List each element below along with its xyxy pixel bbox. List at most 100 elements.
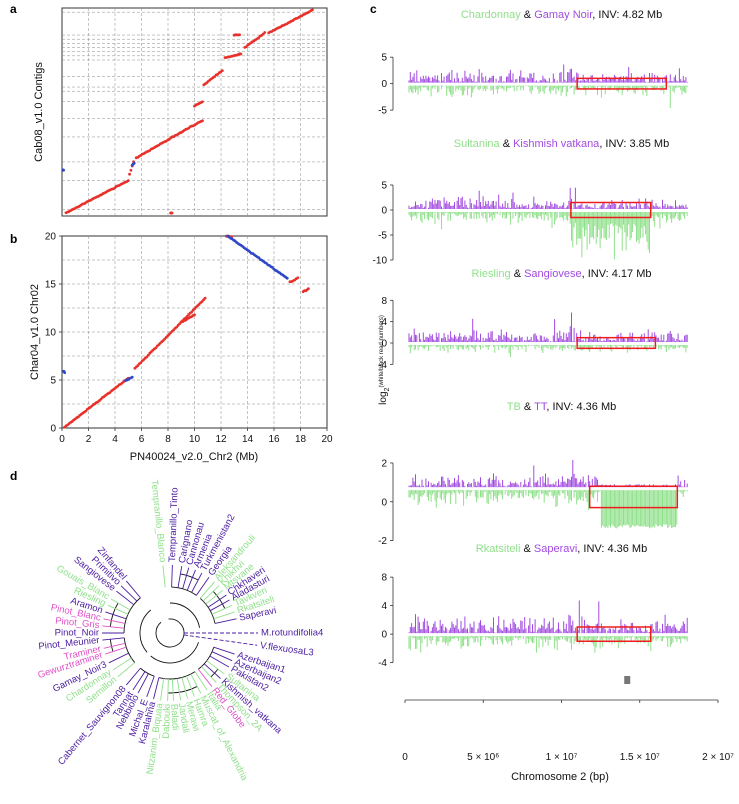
panel-d-leaf-branch — [125, 667, 141, 686]
panel-c-title-part: Rkatsiteli — [476, 543, 521, 555]
panel-a-dotplot: Cab08_v1.0 Contigs — [33, 7, 328, 217]
panel-c-title-part: TT — [534, 401, 548, 413]
panel-c-ytick-label: 0 — [381, 206, 387, 217]
panel-c-ytick-label: 5 — [381, 181, 387, 192]
panel-d-leaf-branch — [117, 662, 136, 678]
panel-c-ytick-label: 0 — [381, 630, 387, 641]
panel-b-ytick-label: 10 — [45, 328, 57, 339]
panel-d-leaf-branch — [191, 572, 203, 593]
panel-c-ylabel-sub: 2 — [384, 387, 391, 391]
panel-a-point — [129, 168, 133, 172]
panel-b-point — [296, 276, 300, 280]
panel-d-leaf-branch — [105, 646, 127, 655]
panel-d-leaf-label: Dabouki — [161, 704, 173, 739]
panel-d-leaf-branch — [153, 677, 160, 700]
panel-d-leaf-branch — [110, 598, 131, 611]
panel-d-branch-arc — [158, 671, 196, 680]
panel-b-xtick-label: 20 — [321, 434, 333, 445]
panel-d-leaf-branch — [105, 611, 127, 620]
panel-d-leaf-branch — [206, 660, 225, 675]
panel-b-point — [285, 276, 289, 280]
panel-d-leaf-label: V.flexuosaL3 — [259, 640, 314, 658]
panel-b-xlabel: PN40024_v2.0_Chr2 (Mb) — [130, 451, 258, 463]
panel-b-xtick-label: 16 — [268, 434, 280, 445]
panel-c-title-part: Chardonnay — [461, 9, 521, 21]
panel-b-ytick-label: 15 — [45, 280, 57, 291]
panel-c-inversion-box — [570, 201, 652, 219]
panel-c-ytick-label: 8 — [381, 296, 387, 307]
panel-d-leaf-branch — [103, 642, 126, 649]
panel-a-point — [263, 31, 267, 34]
panel-d-leaf-branch — [103, 618, 126, 624]
panel-d-leaf-branch — [211, 651, 233, 662]
panel-c-ylabel: log2(white/black read numbers) — [378, 315, 391, 405]
panel-c-title-part: Sangiovese — [524, 268, 582, 280]
panel-label-c: c — [370, 2, 377, 16]
panel-c-ytick-label: -2 — [378, 536, 387, 547]
panel-c-title-part: & — [521, 401, 534, 413]
panel-d-leaf-branch — [203, 663, 221, 679]
panel-c-ytick-label: 8 — [381, 573, 387, 584]
panel-b-xtick-label: 4 — [112, 434, 118, 445]
panel-c-title-part: & — [500, 138, 513, 150]
panel-d-leaf-branch — [176, 678, 182, 701]
panel-d-leaf-branch — [186, 569, 196, 591]
panel-d-leaf-branch — [181, 677, 189, 699]
panel-c-subplot: TB & TT, INV: 4.36 Mb -2 0 2 — [378, 401, 688, 547]
panel-d-leaf-branch — [186, 675, 195, 697]
panel-a-point — [239, 52, 243, 56]
panel-d-dendrogram: Tempranillo_BlancoTempranillo_TintoCarig… — [37, 479, 324, 783]
panel-c-title-part: , INV: 4.36 Mb — [577, 543, 647, 555]
panel-c-subplot-title: Chardonnay & Gamay Noir, INV: 4.82 Mb — [461, 9, 662, 21]
panel-d-leaf-branch — [107, 604, 129, 615]
panel-b-point — [63, 371, 67, 375]
panel-label-b: b — [10, 232, 17, 246]
panel-b-xtick-label: 6 — [139, 434, 145, 445]
panel-a-point — [62, 168, 65, 172]
panel-c-ytick-label: 4 — [381, 317, 387, 328]
panel-d-leaf-branch — [201, 666, 217, 684]
panel-d-branch-arc — [180, 573, 199, 581]
panel-c-ytick-label: -4 — [378, 658, 387, 669]
panel-b-point — [203, 296, 207, 300]
panel-d-branch-arc — [199, 597, 216, 624]
panel-c-ytick-label: -4 — [378, 360, 387, 371]
panel-c-title-part: , INV: 4.82 Mb — [592, 9, 662, 21]
panel-d-leaf-label: Tempranillo_Tinto — [167, 487, 181, 562]
panel-d-leaf-label: Pinot_Noir — [55, 628, 99, 639]
panel-a-point — [220, 69, 224, 73]
panel-d-branch-arc — [150, 642, 199, 664]
panel-b-point — [193, 313, 196, 317]
panel-d-leaf-branch — [132, 671, 146, 691]
panel-a-point — [238, 33, 241, 37]
panel-label-d: d — [10, 469, 17, 483]
panel-d-leaf-label: Pinot_Gris — [55, 615, 101, 631]
panel-a-point — [311, 8, 314, 12]
panel-a-point — [201, 100, 204, 104]
panel-a-point — [126, 179, 130, 183]
panel-d-leaf-label: Tempranillo_Blanco — [148, 479, 168, 563]
panel-d-branch-arc — [155, 618, 185, 648]
panel-c-subplot: Rkatsiteli & Saperavi, INV: 4.36 Mb -4 0 4 8 — [378, 543, 688, 669]
panel-c-title-part: Sultanina — [454, 138, 501, 150]
panel-c-title-part: & — [520, 543, 533, 555]
panel-d-leaf-branch — [112, 657, 132, 671]
panel-c-ylabel-super: (white/black read numbers) — [379, 315, 385, 387]
panel-a-ylabel: Cab08_v1.0 Contigs — [33, 62, 45, 162]
panel-d-leaf-label: Jandali — [176, 702, 192, 733]
panel-c-inversion-box — [588, 485, 679, 509]
panel-c-xtick-label: 5 × 10⁶ — [467, 752, 499, 763]
panel-b-ylabel: Char04_v1.0 Chr02 — [29, 284, 41, 380]
panel-d-leaf-branch — [202, 585, 220, 602]
panel-d-branch-arc — [123, 637, 136, 663]
panel-c-ytick-label: 2 — [381, 458, 387, 469]
panel-d-leaf-branch — [108, 652, 129, 664]
panel-c-title-part: , INV: 4.36 Mb — [546, 401, 616, 413]
panel-c-inversion-box — [576, 336, 657, 350]
panel-d-branch-arc — [109, 639, 114, 652]
panel-c-ytick-label: 0 — [381, 339, 387, 350]
panel-b-dotplot: Char04_v1.0 Chr02 PN40024_v2.0_Chr2 (Mb)… — [29, 232, 333, 464]
panel-label-a: a — [10, 2, 17, 16]
panel-c-ylabel-main: log — [378, 391, 389, 404]
